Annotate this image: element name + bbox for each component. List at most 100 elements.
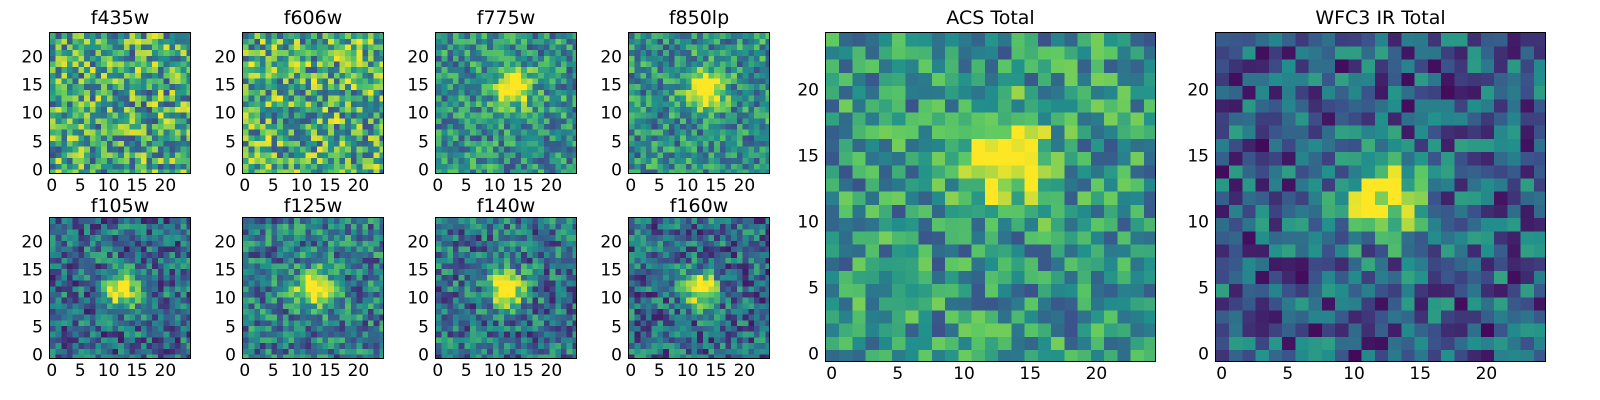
- heatmap-cell: [248, 112, 255, 119]
- heatmap-cell: [140, 337, 147, 344]
- heatmap-cell: [101, 274, 107, 281]
- heatmap-cell: [305, 263, 312, 270]
- heatmap-cell: [702, 157, 709, 164]
- heatmap-cell: [163, 348, 170, 355]
- heatmap-cell: [759, 61, 766, 68]
- heatmap-cell: [129, 274, 136, 281]
- heatmap-cell: [299, 33, 306, 39]
- heatmap-cell: [436, 44, 442, 51]
- heatmap-cell: [651, 263, 658, 270]
- heatmap-cell: [498, 118, 505, 124]
- heatmap-cell: [123, 169, 130, 173]
- heatmap-cell: [753, 303, 760, 309]
- heatmap-cell: [129, 280, 136, 287]
- heatmap-cell: [646, 72, 652, 79]
- heatmap-cell: [311, 101, 317, 107]
- heatmap-cell: [498, 286, 505, 292]
- heatmap-cell: [453, 163, 459, 170]
- heatmap-cell: [629, 38, 635, 45]
- heatmap-cell: [668, 33, 675, 39]
- heatmap-cell: [526, 252, 533, 258]
- heatmap-cell: [481, 44, 488, 51]
- heatmap-cell: [367, 252, 374, 258]
- heatmap-cell: [152, 50, 159, 56]
- heatmap-cell: [157, 303, 164, 309]
- heatmap-cell: [498, 297, 505, 304]
- heatmap-cell: [691, 263, 698, 270]
- heatmap-cell: [663, 157, 669, 164]
- heatmap-cell: [685, 72, 692, 79]
- heatmap-cell: [691, 342, 698, 349]
- heatmap-cell: [651, 280, 658, 287]
- heatmap-cell: [549, 286, 556, 292]
- heatmap-cell: [498, 72, 505, 79]
- heatmap-cell: [515, 354, 522, 358]
- heatmap-cell: [521, 106, 527, 113]
- heatmap-cell: [322, 280, 329, 287]
- heatmap-cell: [254, 223, 261, 230]
- heatmap-cell: [55, 269, 62, 275]
- heatmap-cell: [736, 348, 743, 355]
- heatmap-cell: [305, 163, 312, 170]
- heatmap-cell: [140, 229, 147, 236]
- heatmap-cell: [538, 337, 545, 344]
- heatmap-cell: [72, 269, 79, 275]
- heatmap-cell: [668, 140, 675, 147]
- heatmap-cell: [322, 229, 329, 236]
- heatmap-cell: [725, 163, 732, 170]
- panel-f606w-ytick-label: 0: [225, 160, 236, 181]
- heatmap-cell: [680, 240, 686, 247]
- heatmap-cell: [333, 157, 340, 164]
- heatmap-cell: [714, 337, 720, 344]
- heatmap-cell: [367, 291, 374, 298]
- heatmap-cell: [464, 50, 471, 56]
- heatmap-cell: [572, 348, 576, 355]
- heatmap-cell: [271, 291, 278, 298]
- heatmap-cell: [367, 72, 374, 79]
- heatmap-cell: [714, 157, 720, 164]
- heatmap-cell: [742, 135, 749, 142]
- heatmap-cell: [504, 348, 510, 355]
- heatmap-cell: [765, 297, 769, 304]
- heatmap-cell: [248, 72, 255, 79]
- heatmap-cell: [78, 269, 85, 275]
- heatmap-cell: [243, 135, 249, 142]
- heatmap-cell: [95, 112, 102, 119]
- heatmap-cell: [742, 297, 749, 304]
- heatmap-cell: [708, 246, 715, 253]
- heatmap-cell: [481, 252, 488, 258]
- heatmap-cell: [492, 246, 499, 253]
- heatmap-cell: [84, 84, 90, 90]
- heatmap-cell: [453, 169, 459, 173]
- heatmap-cell: [316, 308, 323, 315]
- heatmap-cell: [447, 308, 454, 315]
- heatmap-cell: [299, 263, 306, 270]
- heatmap-cell: [169, 123, 176, 130]
- heatmap-cell: [549, 342, 556, 349]
- heatmap-cell: [345, 33, 352, 39]
- heatmap-cell: [61, 354, 68, 358]
- heatmap-cell: [509, 106, 516, 113]
- heatmap-cell: [282, 163, 289, 170]
- heatmap-cell: [765, 157, 769, 164]
- heatmap-cell: [441, 44, 448, 51]
- heatmap-cell: [492, 169, 499, 173]
- heatmap-cell: [135, 157, 141, 164]
- heatmap-cell: [311, 163, 317, 170]
- heatmap-cell: [640, 354, 647, 358]
- heatmap-cell: [470, 135, 476, 142]
- heatmap-cell: [106, 314, 113, 321]
- heatmap-cell: [118, 135, 124, 142]
- heatmap-cell: [186, 331, 190, 338]
- heatmap-cell: [640, 112, 647, 119]
- heatmap-cell: [106, 229, 113, 236]
- heatmap-cell: [753, 320, 760, 327]
- heatmap-cell: [629, 325, 635, 332]
- heatmap-cell: [436, 152, 442, 159]
- heatmap-cell: [453, 157, 459, 164]
- heatmap-cell: [634, 135, 641, 142]
- heatmap-cell: [526, 106, 533, 113]
- heatmap-cell: [543, 348, 550, 355]
- heatmap-cell: [163, 263, 170, 270]
- heatmap-cell: [538, 274, 545, 281]
